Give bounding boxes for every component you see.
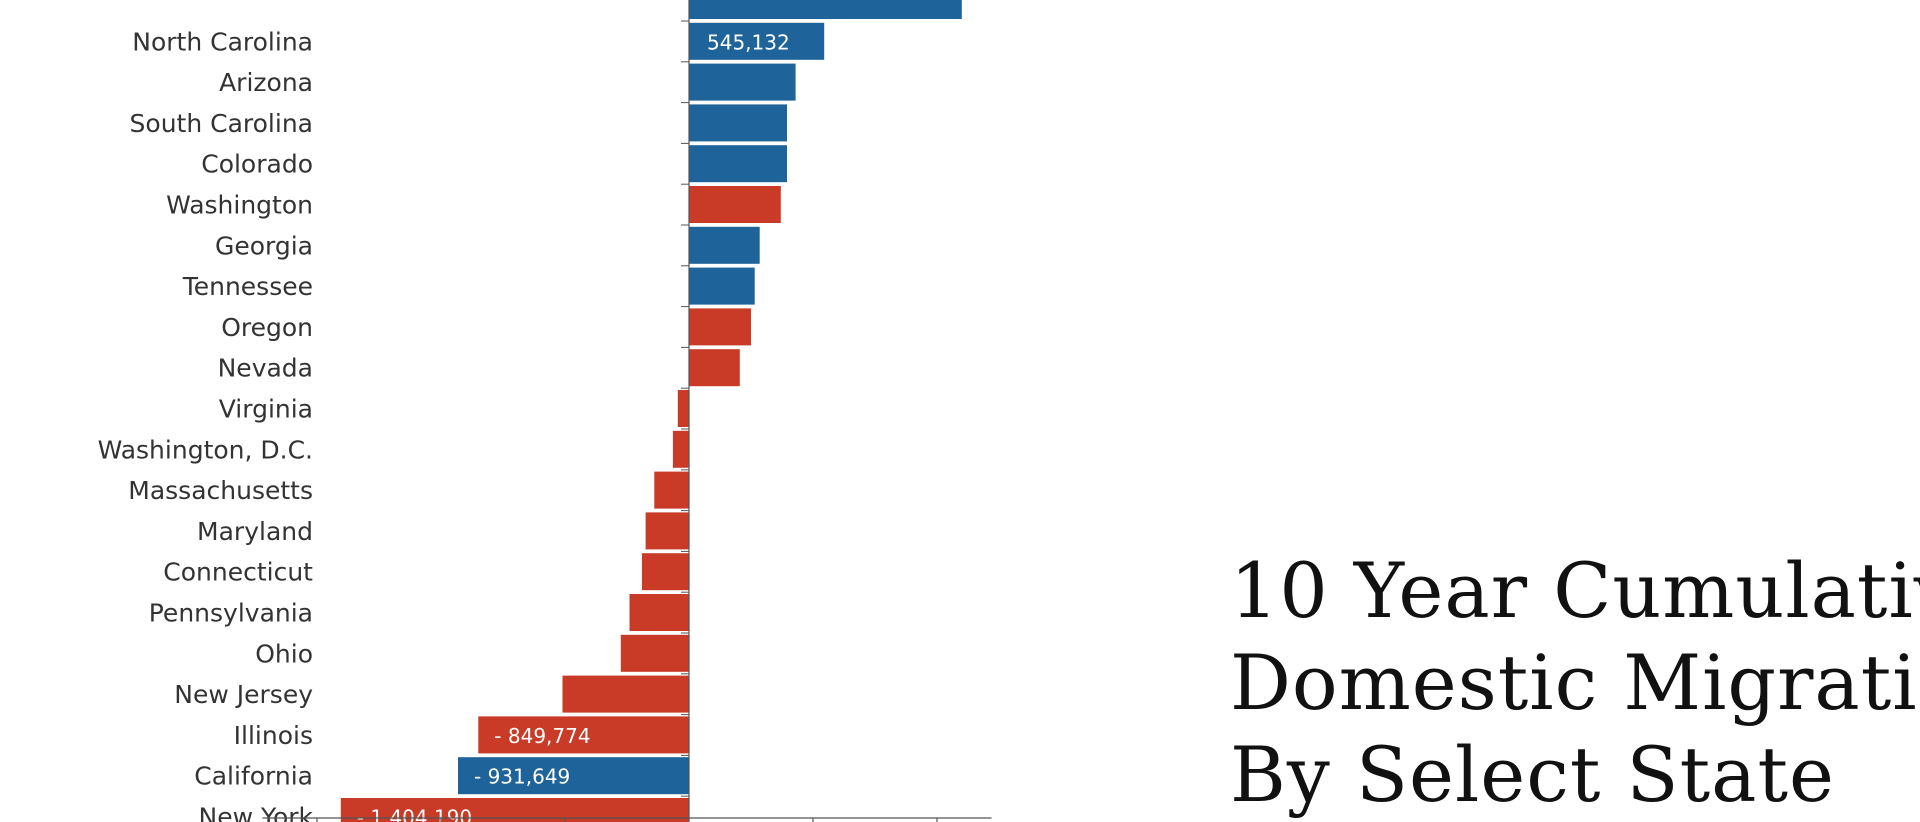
bar-top-row	[689, 0, 962, 19]
state-label-colorado: Colorado	[201, 150, 313, 179]
bars-group	[340, 0, 962, 822]
state-label-pennsylvania: Pennsylvania	[149, 599, 313, 628]
chart-title: 10 Year Cumulative Domestic Migration By…	[1230, 545, 1920, 821]
bar-connecticut	[641, 553, 689, 591]
bar-north-carolina	[689, 22, 825, 60]
state-label-new-york: New York	[199, 803, 314, 822]
state-label-georgia: Georgia	[215, 231, 313, 260]
bar-virginia	[677, 390, 689, 427]
chart-title-line-3: By Select State	[1230, 730, 1835, 819]
bar-nevada	[689, 349, 740, 387]
bar-georgia	[689, 226, 760, 264]
state-label-connecticut: Connecticut	[163, 558, 313, 587]
bar-ohio	[620, 634, 689, 672]
bar-new-jersey	[562, 675, 689, 713]
bar-washington-d-c	[672, 430, 689, 468]
state-labels-group: North Carolina 545,132 Arizona South Caroli…	[98, 27, 790, 822]
state-label-arizona: Arizona	[219, 68, 313, 97]
state-label-massachusetts: Massachusetts	[128, 476, 313, 505]
bar-massachusetts	[654, 471, 689, 509]
bar-pennsylvania	[629, 594, 689, 631]
chart-title-line-1: 10 Year Cumulative	[1230, 546, 1920, 635]
axes-group	[262, 0, 992, 822]
data-label-california: - 931,649	[474, 765, 570, 789]
bar-tennessee	[689, 267, 755, 305]
state-label-washington-d-c: Washington, D.C.	[98, 435, 313, 464]
state-label-washington: Washington	[166, 191, 313, 220]
state-label-nevada: Nevada	[218, 354, 313, 383]
state-label-north-carolina: North Carolina	[132, 27, 313, 56]
bar-california	[458, 757, 689, 795]
state-label-ohio: Ohio	[255, 639, 313, 668]
state-label-maryland: Maryland	[197, 517, 313, 546]
bar-maryland	[645, 512, 689, 550]
state-label-tennessee: Tennessee	[182, 272, 313, 301]
data-label-new-york: - 1,404,190	[357, 806, 472, 822]
state-label-new-jersey: New Jersey	[174, 680, 313, 709]
state-label-south-carolina: South Carolina	[130, 109, 313, 138]
data-label-illinois: - 849,774	[494, 724, 590, 748]
chart-title-line-2: Domestic Migration	[1230, 638, 1920, 727]
bar-washington	[689, 186, 781, 223]
state-label-illinois: Illinois	[234, 721, 313, 750]
bar-colorado	[689, 145, 787, 183]
bar-arizona	[689, 63, 796, 101]
state-label-virginia: Virginia	[219, 395, 313, 424]
bar-illinois	[478, 716, 689, 754]
bar-oregon	[689, 308, 751, 346]
state-label-california: California	[194, 762, 313, 791]
data-label-north-carolina: 545,132	[707, 30, 790, 54]
state-label-oregon: Oregon	[221, 313, 313, 342]
bar-south-carolina	[689, 104, 787, 142]
